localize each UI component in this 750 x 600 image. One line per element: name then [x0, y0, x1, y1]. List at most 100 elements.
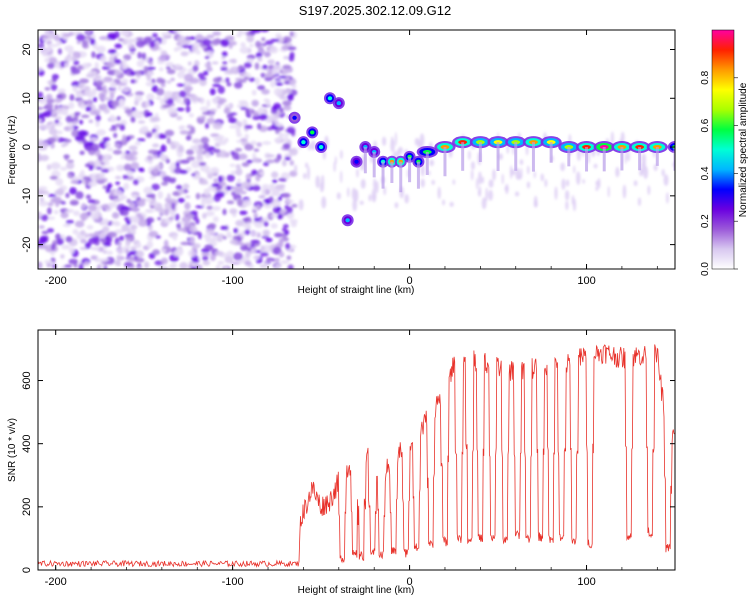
noise-blob: [67, 173, 73, 179]
noise-blob: [65, 220, 75, 224]
noise-blob: [60, 211, 69, 219]
noise-blob: [50, 162, 61, 170]
noise-blob: [125, 239, 131, 246]
noise-blob: [148, 60, 154, 66]
noise-blob: [39, 235, 48, 244]
noise-blob: [60, 254, 65, 259]
noise-blob: [164, 208, 170, 216]
noise-blob: [98, 104, 104, 111]
noise-blob: [242, 217, 251, 222]
noise-blob: [152, 32, 158, 38]
noise-blob: [64, 62, 70, 68]
noise-blob: [199, 181, 209, 185]
noise-blob: [106, 250, 114, 255]
figure-title: S197.2025.302.12.09.G12: [299, 3, 452, 18]
noise-blob: [134, 114, 144, 119]
noise-blob: [54, 104, 59, 110]
noise-blob: [38, 261, 43, 269]
noise-blob: [208, 223, 217, 229]
noise-blob: [268, 65, 274, 69]
noise-blob: [57, 48, 63, 55]
noise-blob: [254, 62, 260, 70]
noise-blob: [111, 221, 116, 226]
noise-blob: [140, 198, 146, 202]
noise-blob: [179, 130, 189, 135]
noise-blob: [217, 99, 225, 106]
spectrogram-y-tick-label: -20: [21, 237, 33, 253]
noise-blob: [248, 77, 256, 82]
noise-blob: [284, 156, 291, 161]
noise-blob: [186, 156, 196, 161]
noise-blob: [264, 159, 275, 164]
noise-blob: [285, 242, 291, 250]
noise-blob: [137, 120, 146, 124]
noise-blob: [152, 143, 160, 148]
noise-blob: [595, 180, 599, 187]
noise-blob: [238, 100, 248, 104]
noise-blob: [347, 187, 350, 198]
noise-blob: [209, 113, 214, 118]
spectrogram-frame: [37, 29, 676, 270]
spectrogram-y-tick-label: -10: [21, 188, 33, 204]
noise-blob: [113, 132, 118, 139]
noise-blob: [181, 44, 192, 49]
noise-blob: [121, 78, 129, 84]
spectrogram-signal-track: [288, 92, 675, 227]
noise-blob: [192, 138, 201, 144]
noise-blob: [252, 255, 261, 261]
noise-blob: [244, 125, 253, 130]
snr-y-tick-label: 200: [21, 498, 33, 516]
noise-blob: [310, 140, 316, 151]
noise-blob: [373, 178, 377, 191]
noise-blob: [275, 122, 284, 127]
noise-blob: [270, 214, 280, 218]
noise-blob: [160, 82, 166, 88]
noise-blob: [38, 43, 45, 49]
noise-blob: [121, 224, 130, 232]
noise-blob: [88, 233, 98, 238]
signal-streak: [585, 147, 589, 172]
noise-blob: [94, 75, 102, 79]
noise-blob: [302, 173, 307, 179]
noise-blob: [269, 46, 279, 54]
noise-blob: [278, 240, 284, 248]
noise-blob: [452, 179, 456, 185]
signal-streak: [655, 147, 659, 166]
noise-blob: [122, 245, 131, 250]
noise-blob: [647, 185, 651, 196]
noise-blob: [155, 164, 162, 169]
noise-blob: [222, 208, 227, 216]
noise-blob: [488, 179, 494, 188]
noise-blob: [233, 227, 238, 234]
noise-blob: [273, 232, 284, 238]
noise-blob: [263, 98, 269, 103]
noise-blob: [212, 83, 221, 88]
noise-blob: [38, 186, 48, 191]
noise-blob: [143, 186, 153, 195]
signal-streak: [478, 142, 482, 163]
noise-blob: [114, 143, 121, 148]
noise-blob: [168, 263, 176, 269]
noise-blob: [211, 183, 220, 188]
noise-blob: [255, 40, 262, 48]
noise-blob: [637, 197, 642, 207]
noise-blob: [206, 205, 214, 210]
noise-blob: [197, 264, 203, 269]
noise-blob: [178, 144, 184, 153]
noise-blob: [181, 216, 192, 223]
noise-blob: [41, 214, 49, 222]
noise-blob: [157, 217, 162, 221]
noise-blob: [79, 212, 89, 220]
noise-blob: [201, 252, 211, 257]
noise-blob: [87, 99, 93, 107]
signal-blob-core: [318, 145, 324, 150]
noise-blob: [210, 254, 216, 262]
noise-blob: [161, 32, 171, 37]
noise-blob: [198, 162, 207, 166]
noise-blob: [219, 150, 227, 158]
noise-blob: [420, 178, 425, 188]
noise-blob: [155, 96, 162, 101]
noise-blob: [55, 178, 64, 186]
noise-blob: [170, 144, 177, 150]
noise-blob: [137, 138, 146, 142]
